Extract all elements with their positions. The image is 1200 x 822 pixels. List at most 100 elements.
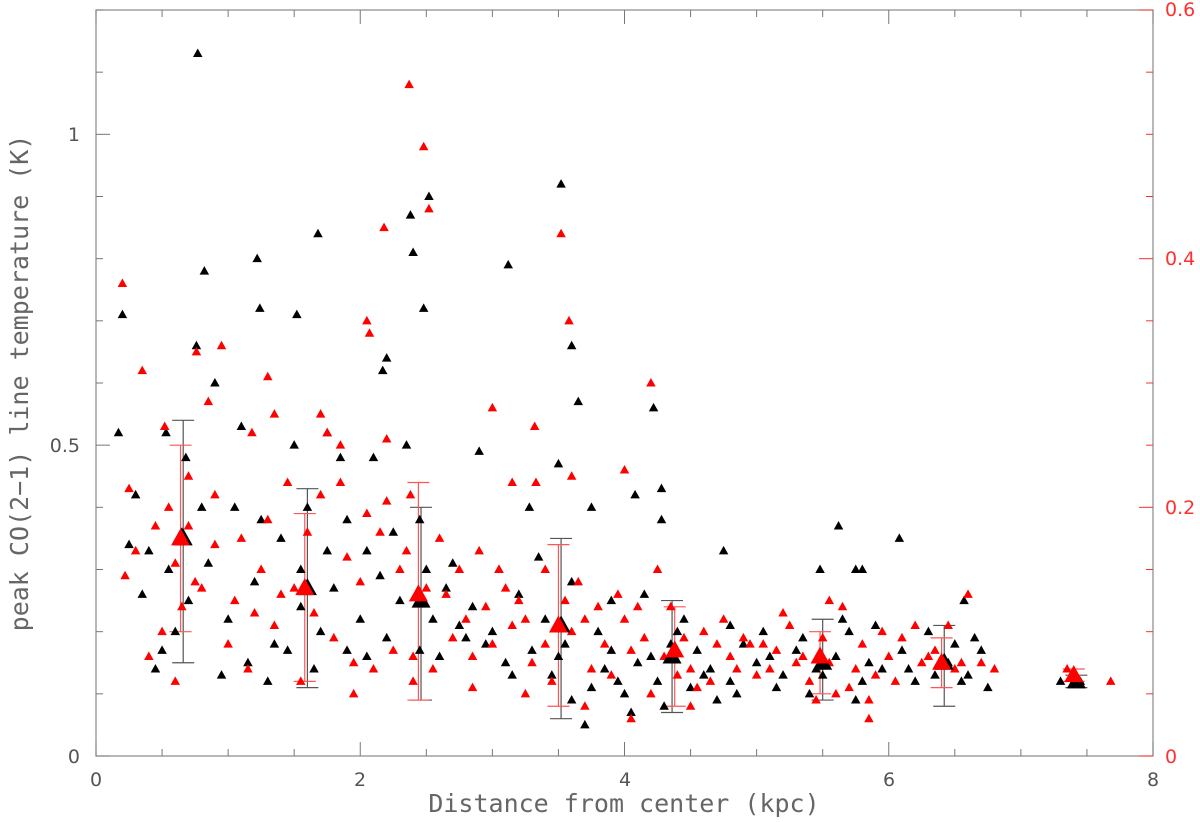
red-data-point (758, 639, 768, 648)
red-data-point (507, 620, 517, 629)
red-data-point (520, 688, 531, 698)
red-data-point (335, 440, 346, 449)
red-data-point (1105, 676, 1116, 685)
black-data-point (619, 688, 630, 698)
black-data-point (725, 620, 735, 629)
black-data-point (289, 440, 299, 449)
red-data-point (540, 639, 550, 648)
black-data-point (487, 626, 498, 636)
error-bars (169, 419, 1088, 720)
red-data-point (580, 701, 590, 710)
black-data-point (580, 719, 590, 729)
red-data-point (296, 676, 306, 685)
red-data-point (249, 608, 260, 617)
red-data-point (183, 471, 194, 480)
black-data-point (626, 707, 636, 716)
red-data-point (956, 657, 967, 667)
red-data-point (177, 601, 187, 611)
black-data-point (831, 651, 841, 661)
black-data-point (181, 452, 191, 462)
red-data-point (494, 564, 504, 573)
red-bin-mean (932, 652, 952, 670)
black-data-point (656, 514, 667, 524)
red-data-point (196, 583, 207, 592)
y-right-tick-label-0.2: 0.2 (1165, 497, 1195, 519)
black-data-point (692, 645, 702, 654)
red-data-point (529, 421, 540, 431)
red-data-point (930, 645, 940, 654)
y-right-tick-label-0.6: 0.6 (1165, 0, 1195, 21)
red-data-point (157, 626, 167, 636)
red-data-point (117, 278, 128, 288)
black-data-point (547, 670, 557, 679)
black-data-point (877, 663, 887, 673)
red-data-point (564, 315, 574, 325)
black-data-point (362, 545, 372, 555)
black-data-point (983, 682, 993, 692)
black-data-point (255, 303, 265, 312)
red-data-point (646, 688, 656, 698)
y-right-tick-label-0: 0 (1165, 746, 1177, 768)
red-data-point (368, 663, 379, 673)
red-data-point (626, 713, 636, 723)
black-data-point (593, 626, 603, 636)
black-data-point (421, 564, 432, 573)
red-data-point (672, 670, 683, 679)
y-axis-title: peak CO(2−1) line temperature (K) (5, 135, 34, 632)
black-data-point (161, 427, 171, 437)
red-data-point (652, 564, 663, 573)
red-data-point (751, 670, 762, 679)
red-data-point (203, 396, 214, 406)
black-data-point (124, 539, 134, 549)
red-data-point (963, 589, 973, 598)
black-data-point (656, 483, 667, 493)
red-data-point (120, 570, 130, 580)
red-data-point (738, 632, 749, 642)
red-data-point (665, 601, 676, 611)
red-data-point (917, 657, 927, 667)
black-data-point (923, 626, 934, 636)
black-data-point (833, 520, 844, 530)
red-data-point (348, 688, 359, 698)
red-data-point (573, 576, 584, 586)
black-data-point (969, 632, 980, 642)
red-data-point (424, 203, 434, 213)
red-data-point (229, 595, 240, 605)
red-data-point (547, 676, 557, 685)
red-bin-mean (665, 640, 685, 658)
red-data-point (646, 378, 656, 387)
red-data-point (362, 508, 372, 518)
axis-ticks (95, 9, 1154, 757)
red-data-point (593, 601, 603, 611)
red-data-point (943, 620, 953, 629)
red-data-point (877, 626, 887, 636)
y-left-tick-label-0: 0 (68, 746, 80, 768)
red-data-point (379, 222, 389, 232)
red-data-point (531, 477, 541, 486)
black-data-point (850, 695, 861, 704)
black-data-point (342, 645, 352, 654)
red-data-point (170, 676, 181, 685)
red-bin-mean (548, 615, 568, 633)
black-data-point (963, 670, 973, 679)
black-data-point (414, 645, 425, 654)
black-data-point (474, 446, 484, 455)
red-data-point (817, 632, 828, 642)
black-data-point (527, 645, 537, 654)
black-data-point (408, 247, 418, 256)
red-data-point (599, 639, 610, 648)
red-data-point (897, 632, 907, 642)
black-data-point (857, 676, 868, 685)
red-data-point (507, 477, 517, 486)
black-data-point (130, 489, 141, 499)
black-data-point (566, 695, 577, 704)
black-data-point (414, 514, 425, 524)
red-data-point (210, 539, 220, 549)
red-data-point (269, 409, 280, 418)
red-data-point (884, 651, 894, 661)
black-data-point (375, 570, 385, 580)
red-data-point (276, 589, 286, 598)
black-data-point (381, 632, 392, 642)
black-data-point (243, 657, 253, 667)
